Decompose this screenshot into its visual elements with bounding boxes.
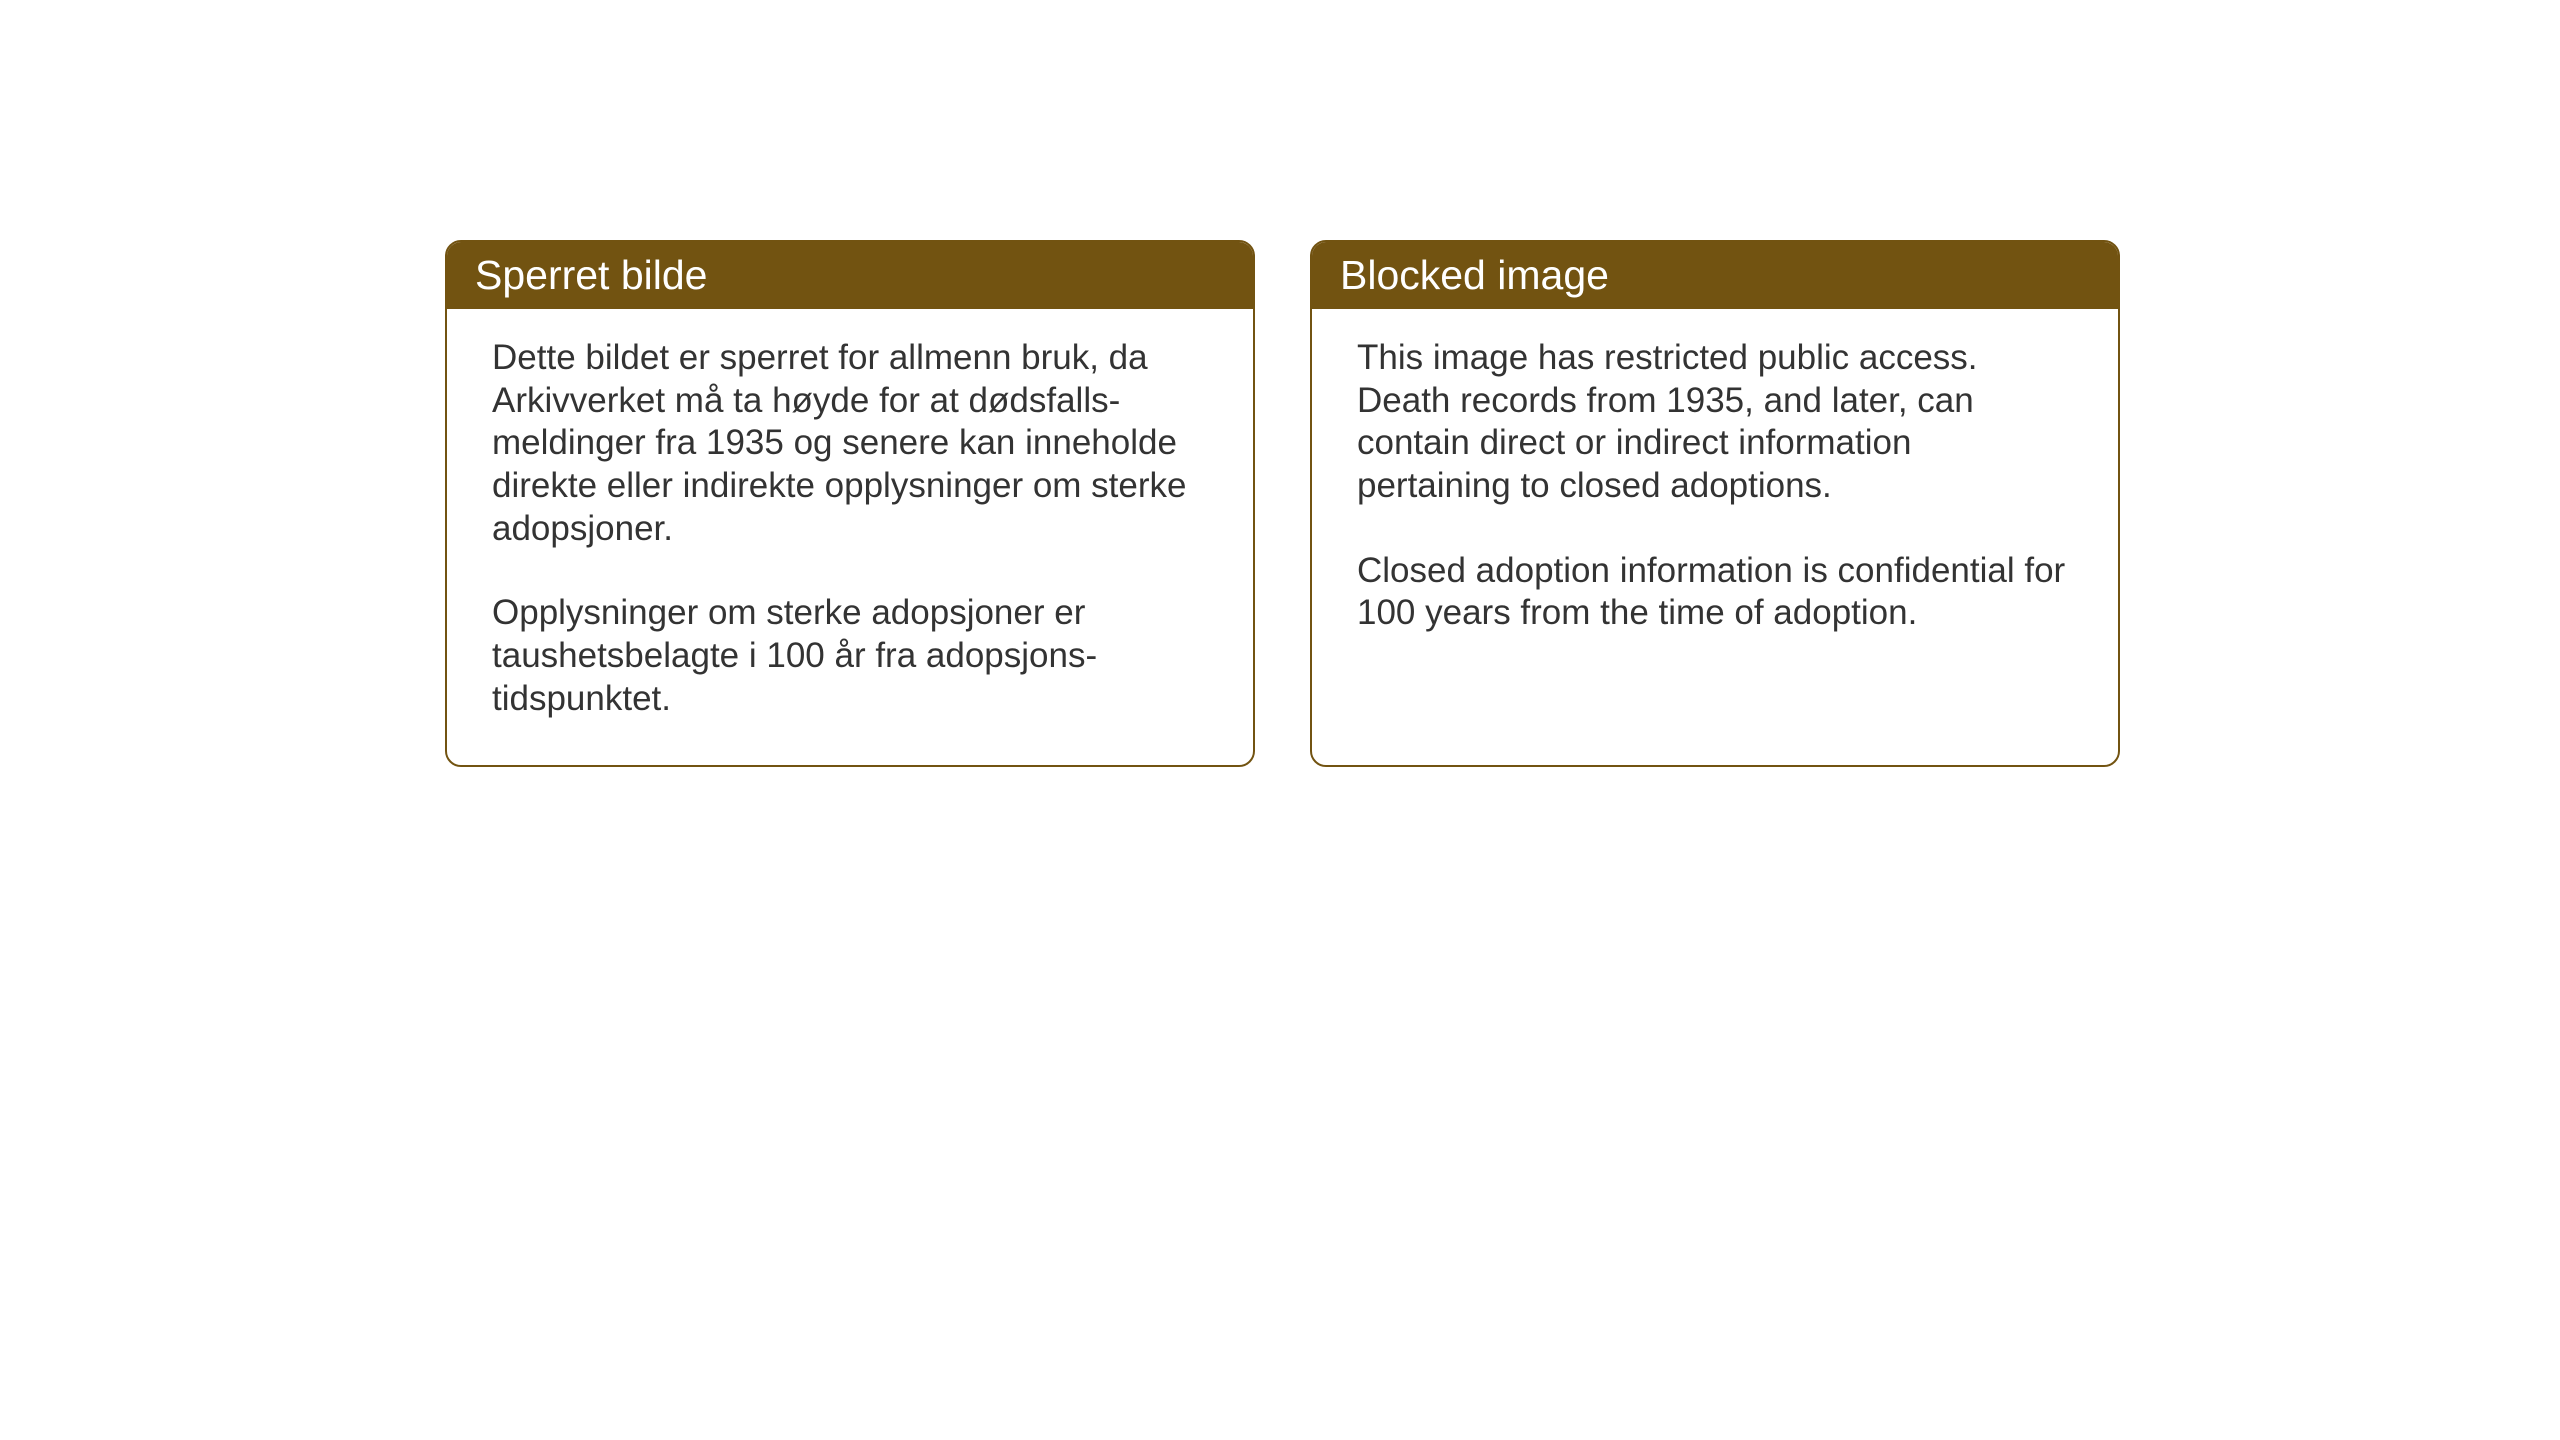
norwegian-card-header: Sperret bilde — [447, 242, 1253, 309]
english-paragraph-1: This image has restricted public access.… — [1357, 337, 2073, 508]
english-card-header: Blocked image — [1312, 242, 2118, 309]
norwegian-card: Sperret bilde Dette bildet er sperret fo… — [445, 240, 1255, 767]
norwegian-card-body: Dette bildet er sperret for allmenn bruk… — [447, 309, 1253, 765]
english-card-body: This image has restricted public access.… — [1312, 309, 2118, 679]
norwegian-card-title: Sperret bilde — [475, 252, 707, 298]
norwegian-paragraph-1: Dette bildet er sperret for allmenn bruk… — [492, 337, 1208, 550]
norwegian-paragraph-2: Opplysninger om sterke adopsjoner er tau… — [492, 592, 1208, 720]
english-paragraph-2: Closed adoption information is confident… — [1357, 550, 2073, 635]
english-card-title: Blocked image — [1340, 252, 1609, 298]
english-card: Blocked image This image has restricted … — [1310, 240, 2120, 767]
cards-container: Sperret bilde Dette bildet er sperret fo… — [445, 240, 2120, 767]
